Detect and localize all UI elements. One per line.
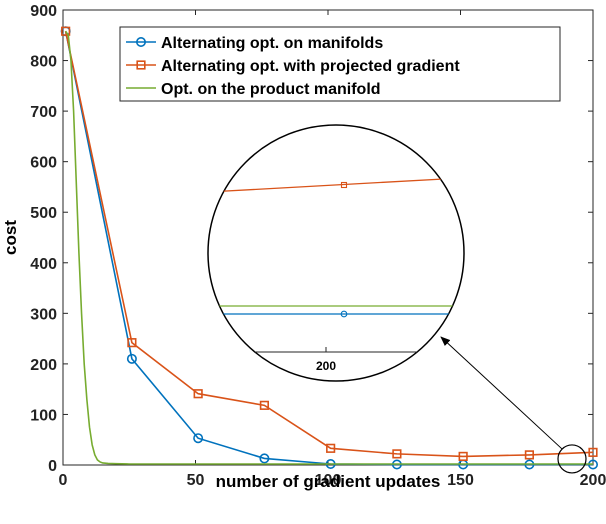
y-axis-label: cost (1, 220, 20, 255)
series-1-point (259, 400, 270, 410)
y-tick-label: 800 (30, 54, 57, 71)
zoom-region-circle (557, 444, 587, 474)
x-tick-label: 50 (187, 472, 205, 489)
inset-tick-label: 200 (316, 359, 336, 373)
legend-label-0: Alternating opt. on manifolds (161, 35, 383, 52)
y-tick-label: 200 (30, 357, 57, 374)
series-line-2 (64, 30, 593, 465)
y-tick-label: 300 (30, 306, 57, 323)
legend-box (119, 26, 561, 102)
series-line-1 (64, 31, 594, 458)
series-0-point (193, 433, 204, 444)
series-1-point (61, 26, 71, 36)
legend-marker-1 (136, 60, 146, 70)
legend: Alternating opt. on manifolds Alternating… (119, 26, 561, 102)
inset-series-line-1 (208, 176, 464, 194)
y-tick-label: 100 (30, 407, 57, 424)
series-1-point (326, 443, 336, 453)
series-1-point (193, 389, 203, 399)
x-axis-label: number of gradient updates (216, 472, 441, 491)
y-tick-label: 0 (48, 458, 57, 475)
inset-series-0-point (340, 310, 348, 318)
x-tick-label: 100 (315, 472, 342, 489)
y-tick-label: 900 (30, 3, 57, 20)
y-tick-label: 500 (30, 205, 57, 222)
y-tick-label: 700 (30, 104, 57, 121)
zoom-arrow (440, 336, 563, 450)
x-tick-label: 200 (580, 472, 606, 489)
legend-label-1: Alternating opt. with projected gradient (161, 58, 460, 75)
inset-circle (207, 124, 465, 382)
axes: 0 100 200 300 400 500 600 700 800 900 0 50 100 150 200 (30, 3, 606, 489)
x-tick-label: 150 (447, 472, 474, 489)
inset-series-1-point (340, 181, 348, 189)
series-0-point (126, 353, 137, 364)
series-1-point (392, 449, 402, 459)
y-tick-label: 400 (30, 256, 57, 273)
series-1-point (524, 450, 534, 460)
x-tick-label: 0 (59, 472, 68, 489)
series-1-point (127, 338, 137, 348)
y-tick-label: 600 (30, 155, 57, 172)
legend-label-2: Opt. on the product manifold (161, 81, 381, 98)
series-0-point (259, 453, 270, 464)
legend-marker-0 (136, 36, 147, 47)
inset-content: 200 (208, 176, 464, 373)
series-1-point (458, 451, 468, 462)
series-1-point (588, 447, 598, 457)
series-layer (60, 26, 598, 470)
annotation-layer: 200 (207, 124, 587, 474)
